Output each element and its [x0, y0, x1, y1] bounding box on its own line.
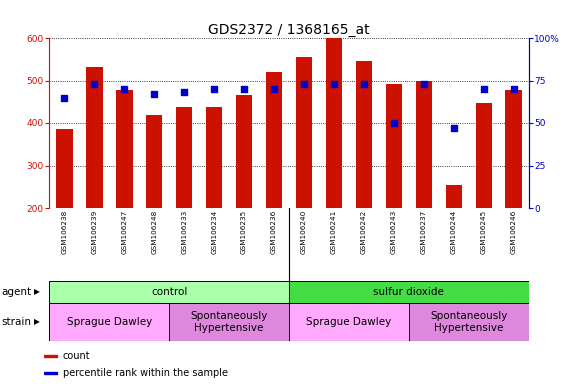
Text: agent: agent — [1, 287, 31, 297]
Text: GSM106236: GSM106236 — [271, 210, 277, 255]
Bar — [446, 185, 462, 208]
Bar — [289, 281, 529, 303]
Text: GSM106239: GSM106239 — [91, 210, 98, 255]
Bar — [86, 67, 103, 208]
Point — [180, 89, 189, 96]
Bar — [49, 303, 169, 341]
Bar — [56, 129, 73, 208]
Text: GSM106234: GSM106234 — [211, 210, 217, 255]
Bar — [44, 355, 58, 358]
Point — [89, 81, 99, 87]
Text: sulfur dioxide: sulfur dioxide — [374, 287, 444, 297]
Title: GDS2372 / 1368165_at: GDS2372 / 1368165_at — [208, 23, 370, 37]
Bar — [505, 90, 522, 208]
Text: GSM106241: GSM106241 — [331, 210, 337, 255]
Text: GSM106237: GSM106237 — [421, 210, 427, 255]
Point — [479, 86, 489, 92]
Bar — [49, 281, 289, 303]
Bar — [326, 38, 342, 208]
Text: GSM106238: GSM106238 — [62, 210, 67, 255]
Bar — [415, 81, 432, 208]
Point — [60, 94, 69, 101]
Point — [449, 125, 458, 131]
Text: control: control — [151, 287, 188, 297]
Bar — [356, 61, 372, 208]
Bar — [386, 84, 402, 208]
Text: GSM106244: GSM106244 — [451, 210, 457, 255]
Point — [419, 81, 429, 87]
Text: Sprague Dawley: Sprague Dawley — [67, 317, 152, 327]
Point — [299, 81, 309, 87]
Text: ▶: ▶ — [34, 288, 40, 296]
Text: strain: strain — [1, 317, 31, 327]
Text: Spontaneously
Hypertensive: Spontaneously Hypertensive — [191, 311, 268, 333]
Text: GSM106245: GSM106245 — [480, 210, 487, 255]
Point — [389, 120, 399, 126]
Text: GSM106240: GSM106240 — [301, 210, 307, 255]
Bar — [409, 303, 529, 341]
Text: GSM106233: GSM106233 — [181, 210, 187, 255]
Point — [120, 86, 129, 92]
Point — [210, 86, 219, 92]
Bar — [289, 303, 409, 341]
Point — [329, 81, 339, 87]
Bar — [169, 303, 289, 341]
Text: count: count — [63, 351, 90, 361]
Bar — [236, 95, 252, 208]
Text: GSM106248: GSM106248 — [151, 210, 157, 255]
Text: GSM106235: GSM106235 — [241, 210, 247, 255]
Text: GSM106243: GSM106243 — [391, 210, 397, 255]
Text: GSM106247: GSM106247 — [121, 210, 127, 255]
Point — [149, 91, 159, 97]
Bar — [266, 72, 282, 208]
Text: GSM106246: GSM106246 — [511, 210, 517, 255]
Bar — [475, 103, 492, 208]
Point — [509, 86, 518, 92]
Text: Spontaneously
Hypertensive: Spontaneously Hypertensive — [430, 311, 507, 333]
Text: GSM106242: GSM106242 — [361, 210, 367, 255]
Bar — [146, 114, 163, 208]
Bar — [206, 107, 223, 208]
Text: ▶: ▶ — [34, 318, 40, 326]
Text: Sprague Dawley: Sprague Dawley — [306, 317, 392, 327]
Bar — [296, 57, 312, 208]
Point — [359, 81, 368, 87]
Bar — [116, 90, 132, 208]
Point — [239, 86, 249, 92]
Text: percentile rank within the sample: percentile rank within the sample — [63, 368, 228, 378]
Bar — [44, 372, 58, 374]
Bar — [176, 107, 192, 208]
Point — [270, 86, 279, 92]
